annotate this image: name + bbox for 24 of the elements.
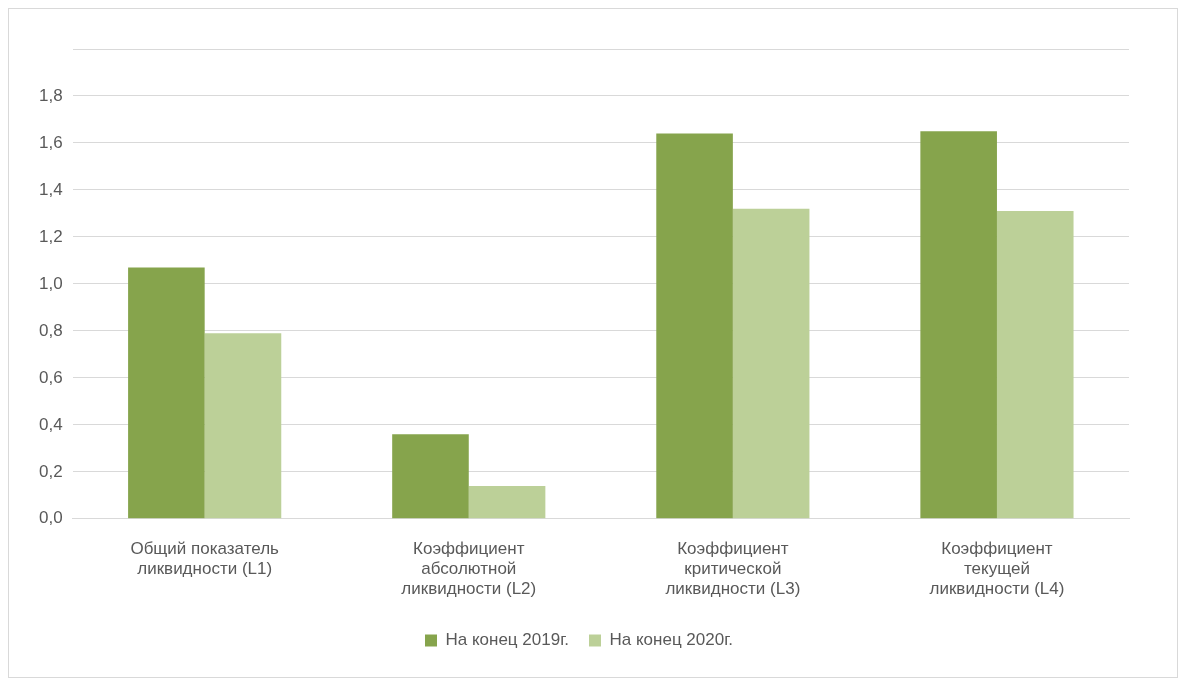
- legend-label: На конец 2020г.: [609, 630, 734, 650]
- x-tick-label: Коэффициент критической ликвидности (L3): [665, 538, 801, 599]
- x-tick-label: Коэффициент текущей ликвидности (L4): [929, 538, 1065, 599]
- bar: [128, 267, 205, 519]
- y-tick-label: 0,0: [38, 508, 63, 528]
- bar: [920, 131, 997, 519]
- bar: [204, 333, 282, 519]
- y-tick-label: 0,2: [38, 461, 63, 481]
- y-tick-label: 1,4: [38, 179, 63, 199]
- y-tick-label: 1,0: [38, 273, 63, 293]
- bar: [392, 434, 469, 519]
- y-tick-label: 1,8: [38, 85, 63, 105]
- y-tick-label: 1,6: [38, 132, 63, 152]
- y-tick-label: 0,4: [38, 414, 63, 434]
- bar: [468, 485, 546, 519]
- y-tick-label: 1,2: [38, 226, 63, 246]
- bar: [656, 133, 733, 519]
- bar: [732, 208, 810, 519]
- bar: [996, 211, 1074, 519]
- y-tick-label: 0,8: [38, 320, 63, 340]
- legend-label: На конец 2019г.: [445, 630, 570, 650]
- x-tick-label: Коэффициент абсолютной ликвидности (L2): [401, 538, 537, 599]
- x-tick-label: Общий показатель ликвидности (L1): [130, 538, 280, 579]
- y-tick-label: 0,6: [38, 367, 63, 387]
